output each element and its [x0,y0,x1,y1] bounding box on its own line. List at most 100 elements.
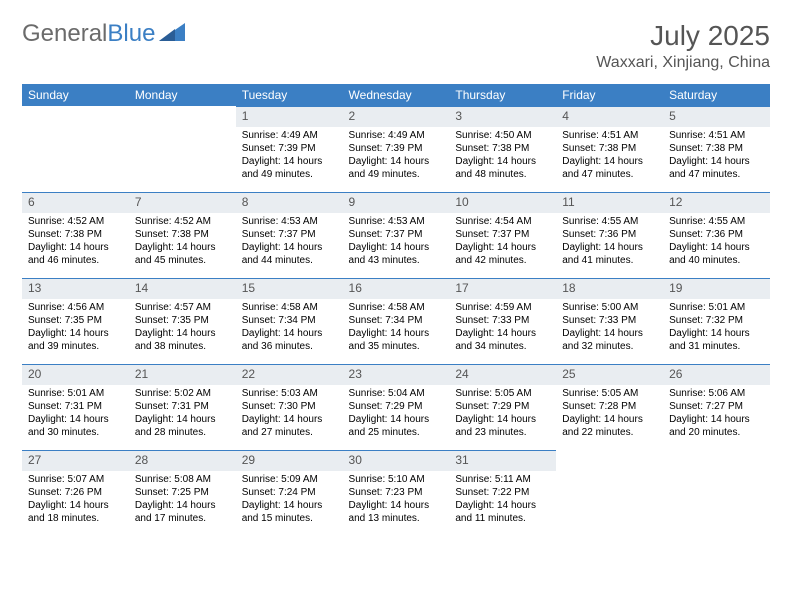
day-text: Sunrise: 5:11 AMSunset: 7:22 PMDaylight:… [449,471,556,529]
calendar-cell: 20Sunrise: 5:01 AMSunset: 7:31 PMDayligh… [22,364,129,450]
calendar-cell: 14Sunrise: 4:57 AMSunset: 7:35 PMDayligh… [129,278,236,364]
calendar-cell: 31Sunrise: 5:11 AMSunset: 7:22 PMDayligh… [449,450,556,536]
calendar-cell [663,450,770,536]
day-text: Sunrise: 4:50 AMSunset: 7:38 PMDaylight:… [449,127,556,185]
day-text: Sunrise: 5:05 AMSunset: 7:28 PMDaylight:… [556,385,663,443]
day-text: Sunrise: 4:51 AMSunset: 7:38 PMDaylight:… [663,127,770,185]
calendar-cell: 13Sunrise: 4:56 AMSunset: 7:35 PMDayligh… [22,278,129,364]
calendar-cell: 24Sunrise: 5:05 AMSunset: 7:29 PMDayligh… [449,364,556,450]
day-number: 17 [449,278,556,299]
day-number: 9 [343,192,450,213]
calendar-cell: 23Sunrise: 5:04 AMSunset: 7:29 PMDayligh… [343,364,450,450]
calendar-cell: 1Sunrise: 4:49 AMSunset: 7:39 PMDaylight… [236,106,343,192]
day-number: 30 [343,450,450,471]
day-number: 19 [663,278,770,299]
calendar-row: 1Sunrise: 4:49 AMSunset: 7:39 PMDaylight… [22,106,770,192]
day-number: 31 [449,450,556,471]
day-text: Sunrise: 4:53 AMSunset: 7:37 PMDaylight:… [236,213,343,271]
day-number: 27 [22,450,129,471]
calendar-cell: 27Sunrise: 5:07 AMSunset: 7:26 PMDayligh… [22,450,129,536]
day-number: 14 [129,278,236,299]
day-number: 12 [663,192,770,213]
calendar-cell: 7Sunrise: 4:52 AMSunset: 7:38 PMDaylight… [129,192,236,278]
day-text: Sunrise: 5:08 AMSunset: 7:25 PMDaylight:… [129,471,236,529]
calendar-cell: 12Sunrise: 4:55 AMSunset: 7:36 PMDayligh… [663,192,770,278]
weekday-header: Tuesday [236,84,343,106]
calendar-cell: 8Sunrise: 4:53 AMSunset: 7:37 PMDaylight… [236,192,343,278]
day-text: Sunrise: 5:09 AMSunset: 7:24 PMDaylight:… [236,471,343,529]
weekday-header: Friday [556,84,663,106]
calendar-cell: 30Sunrise: 5:10 AMSunset: 7:23 PMDayligh… [343,450,450,536]
weekday-header: Saturday [663,84,770,106]
calendar-cell [22,106,129,192]
day-text: Sunrise: 5:06 AMSunset: 7:27 PMDaylight:… [663,385,770,443]
day-text: Sunrise: 4:58 AMSunset: 7:34 PMDaylight:… [343,299,450,357]
day-number: 21 [129,364,236,385]
calendar-cell: 21Sunrise: 5:02 AMSunset: 7:31 PMDayligh… [129,364,236,450]
logo-text-2: Blue [107,20,155,48]
day-text: Sunrise: 4:59 AMSunset: 7:33 PMDaylight:… [449,299,556,357]
day-text: Sunrise: 4:55 AMSunset: 7:36 PMDaylight:… [663,213,770,271]
day-number: 5 [663,106,770,127]
calendar-cell: 9Sunrise: 4:53 AMSunset: 7:37 PMDaylight… [343,192,450,278]
day-text: Sunrise: 5:07 AMSunset: 7:26 PMDaylight:… [22,471,129,529]
day-text: Sunrise: 5:05 AMSunset: 7:29 PMDaylight:… [449,385,556,443]
weekday-header: Sunday [22,84,129,106]
heading: July 2025 Waxxari, Xinjiang, China [596,20,770,72]
logo-triangle-icon [159,20,185,48]
day-number: 3 [449,106,556,127]
calendar-cell: 4Sunrise: 4:51 AMSunset: 7:38 PMDaylight… [556,106,663,192]
day-text: Sunrise: 4:56 AMSunset: 7:35 PMDaylight:… [22,299,129,357]
day-text: Sunrise: 4:57 AMSunset: 7:35 PMDaylight:… [129,299,236,357]
calendar-cell: 15Sunrise: 4:58 AMSunset: 7:34 PMDayligh… [236,278,343,364]
day-text: Sunrise: 4:49 AMSunset: 7:39 PMDaylight:… [236,127,343,185]
day-number: 4 [556,106,663,127]
header: GeneralBlue July 2025 Waxxari, Xinjiang,… [22,20,770,72]
calendar-body: 1Sunrise: 4:49 AMSunset: 7:39 PMDaylight… [22,106,770,536]
day-text: Sunrise: 5:10 AMSunset: 7:23 PMDaylight:… [343,471,450,529]
day-number: 26 [663,364,770,385]
calendar-cell: 28Sunrise: 5:08 AMSunset: 7:25 PMDayligh… [129,450,236,536]
day-number: 24 [449,364,556,385]
day-text: Sunrise: 5:04 AMSunset: 7:29 PMDaylight:… [343,385,450,443]
calendar-cell: 2Sunrise: 4:49 AMSunset: 7:39 PMDaylight… [343,106,450,192]
logo-text-1: General [22,20,107,48]
day-text: Sunrise: 4:49 AMSunset: 7:39 PMDaylight:… [343,127,450,185]
weekday-header: Thursday [449,84,556,106]
day-number: 8 [236,192,343,213]
day-text: Sunrise: 5:01 AMSunset: 7:31 PMDaylight:… [22,385,129,443]
day-text: Sunrise: 4:52 AMSunset: 7:38 PMDaylight:… [22,213,129,271]
day-number: 29 [236,450,343,471]
day-text: Sunrise: 4:54 AMSunset: 7:37 PMDaylight:… [449,213,556,271]
calendar-cell: 5Sunrise: 4:51 AMSunset: 7:38 PMDaylight… [663,106,770,192]
day-text: Sunrise: 5:01 AMSunset: 7:32 PMDaylight:… [663,299,770,357]
calendar-cell: 17Sunrise: 4:59 AMSunset: 7:33 PMDayligh… [449,278,556,364]
day-number: 23 [343,364,450,385]
calendar-cell: 26Sunrise: 5:06 AMSunset: 7:27 PMDayligh… [663,364,770,450]
day-number: 22 [236,364,343,385]
day-number: 20 [22,364,129,385]
calendar-cell [556,450,663,536]
day-text: Sunrise: 5:02 AMSunset: 7:31 PMDaylight:… [129,385,236,443]
calendar-cell: 11Sunrise: 4:55 AMSunset: 7:36 PMDayligh… [556,192,663,278]
day-number: 16 [343,278,450,299]
day-number: 1 [236,106,343,127]
location: Waxxari, Xinjiang, China [596,54,770,72]
month-title: July 2025 [596,20,770,52]
weekday-row: SundayMondayTuesdayWednesdayThursdayFrid… [22,84,770,106]
weekday-header: Monday [129,84,236,106]
calendar-row: 20Sunrise: 5:01 AMSunset: 7:31 PMDayligh… [22,364,770,450]
day-number: 18 [556,278,663,299]
calendar-cell: 25Sunrise: 5:05 AMSunset: 7:28 PMDayligh… [556,364,663,450]
calendar-cell: 18Sunrise: 5:00 AMSunset: 7:33 PMDayligh… [556,278,663,364]
calendar-cell: 29Sunrise: 5:09 AMSunset: 7:24 PMDayligh… [236,450,343,536]
calendar-row: 13Sunrise: 4:56 AMSunset: 7:35 PMDayligh… [22,278,770,364]
calendar-cell: 3Sunrise: 4:50 AMSunset: 7:38 PMDaylight… [449,106,556,192]
day-text: Sunrise: 4:58 AMSunset: 7:34 PMDaylight:… [236,299,343,357]
calendar-row: 6Sunrise: 4:52 AMSunset: 7:38 PMDaylight… [22,192,770,278]
day-number: 28 [129,450,236,471]
day-text: Sunrise: 5:00 AMSunset: 7:33 PMDaylight:… [556,299,663,357]
calendar-cell [129,106,236,192]
calendar-table: SundayMondayTuesdayWednesdayThursdayFrid… [22,84,770,536]
day-text: Sunrise: 4:51 AMSunset: 7:38 PMDaylight:… [556,127,663,185]
